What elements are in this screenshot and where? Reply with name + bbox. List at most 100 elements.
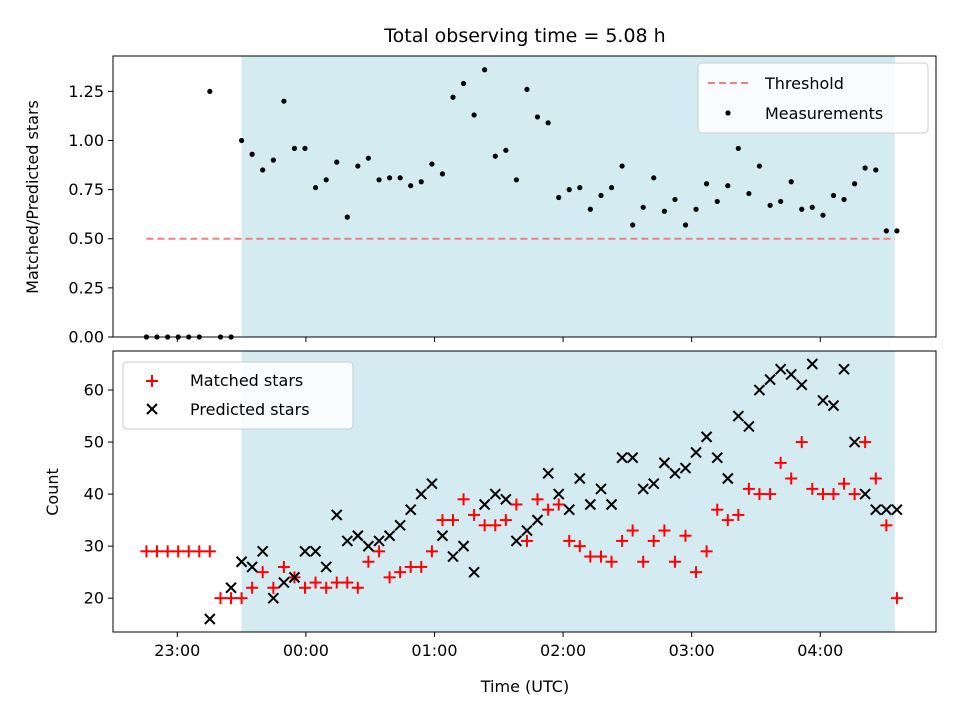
matched-stars-point [351, 581, 364, 594]
count-y-axis-label: Count [43, 468, 62, 516]
matched-stars-point [774, 456, 787, 469]
predicted-stars-point [383, 530, 396, 542]
measurement-point [778, 198, 784, 205]
predicted-stars-point [415, 488, 427, 500]
y-tick-label: 1.00 [68, 131, 104, 150]
ratio-panel: Total observing time = 5.08 h 0.000.250.… [23, 25, 937, 347]
predicted-stars-point [838, 363, 850, 375]
legend-predicted-label: Predicted stars [190, 400, 310, 419]
predicted-stars-point [552, 488, 565, 500]
matched-stars-point [626, 524, 639, 537]
count-plot-frame [112, 350, 937, 633]
matched-stars-point [658, 524, 671, 537]
matched-stars-point [869, 472, 882, 485]
y-tick-label: 60 [84, 381, 104, 400]
matched-stars-point [563, 534, 576, 547]
ratio-plot-data [143, 67, 900, 340]
matched-stars-point [161, 545, 174, 558]
measurement-point [460, 80, 467, 87]
measurement-point [830, 192, 837, 199]
x-tick-label: 23:00 [154, 641, 200, 660]
matched-stars-point [711, 503, 724, 516]
measurement-point [862, 165, 868, 171]
measurement-point [418, 179, 424, 185]
predicted-stars-point [457, 540, 470, 552]
measurement-point [693, 206, 699, 212]
y-tick-label: 1.25 [68, 82, 104, 101]
y-tick-label: 0.50 [68, 229, 104, 248]
predicted-stars-point [278, 576, 290, 589]
y-tick-label: 30 [84, 537, 104, 556]
predicted-stars-point [817, 394, 829, 407]
predicted-stars-point [616, 451, 628, 464]
x-tick-label: 00:00 [283, 641, 329, 660]
measurement-point [503, 147, 509, 153]
predicted-stars-point [711, 451, 723, 464]
measurement-point [809, 204, 815, 210]
matched-stars-point [764, 488, 777, 501]
measurement-point [429, 161, 435, 167]
matched-stars-point [489, 519, 502, 532]
predicted-stars-point [468, 566, 480, 578]
measurement-point [249, 151, 255, 157]
measurement-point [799, 206, 805, 212]
predicted-stars-point [648, 477, 660, 490]
measurement-point [524, 86, 530, 93]
matched-stars-point [795, 436, 808, 449]
measurement-point [556, 194, 562, 201]
measurement-point [492, 153, 498, 159]
predicted-stars-point [563, 504, 575, 516]
measurement-point [682, 222, 689, 228]
measurement-point [820, 212, 826, 218]
x-tick-label: 02:00 [540, 641, 586, 660]
predicted-stars-point [373, 535, 385, 547]
matched-stars-point [267, 581, 280, 594]
y-tick-label: 0.25 [68, 278, 104, 297]
y-tick-label: 50 [84, 433, 104, 452]
predicted-stars-point [500, 493, 512, 506]
measurement-point [608, 185, 615, 191]
predicted-stars-point [880, 504, 893, 516]
predicted-stars-point [785, 368, 797, 381]
predicted-stars-point [521, 524, 533, 537]
matched-stars-point [616, 534, 629, 547]
predicted-stars-point [404, 504, 417, 516]
matched-stars-point [298, 581, 311, 594]
measurement-point [873, 167, 879, 173]
y-tick-label: 20 [84, 589, 104, 608]
predicted-stars-point [669, 467, 681, 479]
x-tick-label: 01:00 [411, 641, 457, 660]
measurement-point [376, 177, 382, 183]
matched-stars-point [595, 550, 608, 563]
measurement-point [365, 155, 371, 161]
measurement-point [534, 114, 541, 120]
measurement-point [397, 175, 403, 181]
count-panel: 20 30 40 50 60 23:00 00:00 01:00 02:00 03:00 04:0… [43, 350, 937, 696]
measurement-point [207, 88, 213, 94]
predicted-stars-point [362, 540, 375, 552]
x-tick-label: 04:00 [797, 641, 843, 660]
ratio-y-axis-ticks: 0.00 0.25 0.50 0.75 1.00 1.25 [68, 82, 113, 347]
predicted-stars-point [246, 561, 258, 573]
matched-stars-point [584, 550, 597, 563]
measurement-point [788, 179, 794, 185]
matched-stars-point [309, 576, 322, 589]
matched-stars-point [520, 534, 533, 547]
predicted-stars-point [637, 483, 649, 495]
predicted-stars-point [447, 550, 459, 563]
count-y-axis-ticks: 20 30 40 50 60 [84, 381, 113, 608]
measurement-point [302, 145, 308, 151]
matched-stars-point [605, 555, 618, 568]
matched-stars-point [542, 503, 555, 516]
matched-stars-point [721, 514, 734, 527]
predicted-stars-point [299, 545, 311, 558]
matched-stars-point [679, 529, 692, 542]
measurement-point [598, 192, 604, 199]
predicted-stars-point [542, 467, 554, 479]
matched-stars-point [785, 472, 798, 485]
measurement-point [482, 67, 488, 73]
predicted-stars-point [605, 498, 618, 511]
count-legend: Matched stars Predicted stars [122, 361, 354, 430]
ratio-panel-title: Total observing time = 5.08 h [383, 25, 665, 47]
matched-stars-point [415, 560, 428, 573]
